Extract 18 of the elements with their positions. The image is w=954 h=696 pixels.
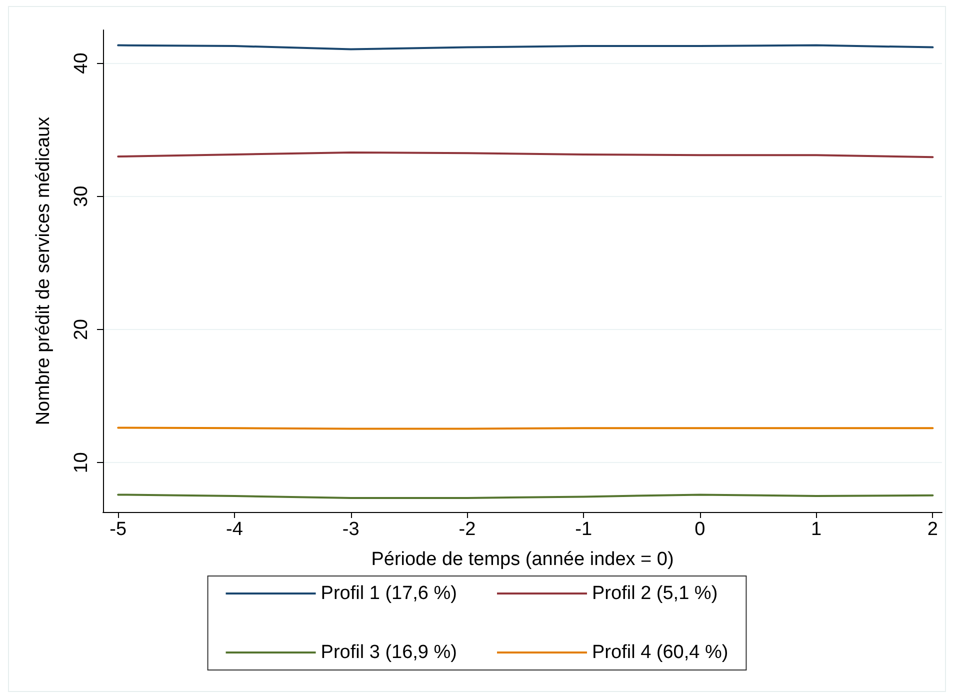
legend-label: Profil 1 (17,6 %) — [320, 583, 458, 604]
x-tick-label: 2 — [927, 519, 938, 540]
y-tick-label: 30 — [71, 186, 92, 208]
x-tick-label: -5 — [110, 519, 127, 540]
y-tick-label: 40 — [71, 52, 92, 74]
x-tick-label: -4 — [226, 519, 244, 540]
legend-label: Profil 2 (5,1 %) — [592, 583, 718, 604]
x-axis-title: Période de temps (année index = 0) — [371, 549, 674, 570]
y-tick-label: 10 — [71, 452, 92, 474]
x-tick-label: 1 — [811, 519, 822, 540]
x-tick-label: 0 — [694, 519, 706, 540]
x-tick-label: -2 — [458, 519, 476, 540]
legend-label: Profil 3 (16,9 %) — [320, 642, 458, 663]
x-tick-label: -1 — [575, 519, 592, 540]
x-tick-label: -3 — [342, 519, 360, 540]
y-tick-label: 20 — [71, 319, 92, 340]
legend-label: Profil 4 (60,4 %) — [592, 642, 728, 663]
y-axis-title: Nombre prédit de services médicaux — [33, 116, 54, 426]
